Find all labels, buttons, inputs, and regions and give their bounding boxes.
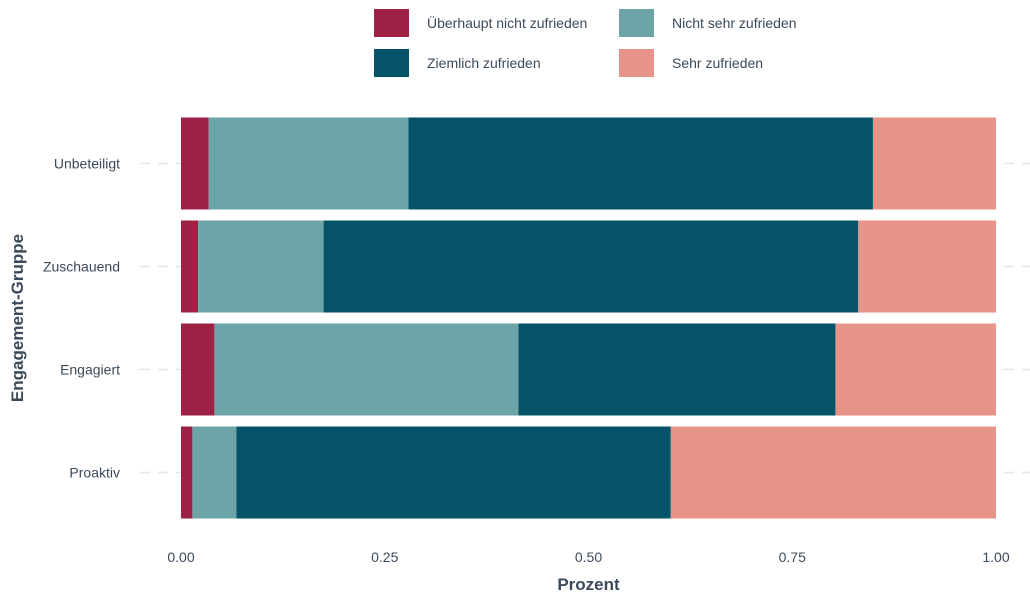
bar-segment bbox=[518, 323, 836, 416]
legend-label: Ziemlich zufrieden bbox=[427, 55, 541, 71]
x-tick-labels: 0.00 0.25 0.50 0.75 1.00 bbox=[167, 549, 1009, 565]
bar-segment bbox=[858, 220, 996, 313]
legend-swatch bbox=[619, 9, 654, 37]
y-tick-label: Engagiert bbox=[60, 362, 120, 378]
bar-segment bbox=[835, 323, 996, 416]
x-tick-label: 0.50 bbox=[575, 549, 602, 565]
bar-segment bbox=[323, 220, 859, 313]
y-tick-labels: Unbeteiligt Zuschauend Engagiert Proaktiv bbox=[43, 156, 120, 481]
legend-swatch bbox=[619, 49, 654, 77]
grid-layer bbox=[140, 162, 1030, 474]
y-tick-label: Unbeteiligt bbox=[54, 156, 120, 172]
bar-segment bbox=[181, 426, 193, 519]
x-axis-title: Prozent bbox=[557, 575, 620, 593]
bar-segment bbox=[670, 426, 996, 519]
bar-segment bbox=[198, 220, 324, 313]
legend-label: Nicht sehr zufrieden bbox=[672, 15, 797, 31]
bar-segment bbox=[872, 117, 996, 210]
bar-segment bbox=[214, 323, 519, 416]
bar-segment bbox=[181, 220, 199, 313]
bar-segment bbox=[181, 323, 215, 416]
y-tick-label: Zuschauend bbox=[43, 259, 120, 275]
y-axis-title: Engagement-Gruppe bbox=[8, 234, 27, 402]
x-tick-label: 0.75 bbox=[779, 549, 806, 565]
bars-layer bbox=[181, 117, 996, 519]
bar-segment bbox=[236, 426, 671, 519]
legend: Überhaupt nicht zufrieden Nicht sehr zufr… bbox=[374, 9, 797, 77]
x-tick-label: 1.00 bbox=[982, 549, 1009, 565]
legend-swatch bbox=[374, 9, 409, 37]
legend-label: Sehr zufrieden bbox=[672, 55, 763, 71]
bar-segment bbox=[408, 117, 873, 210]
legend-swatch bbox=[374, 49, 409, 77]
x-tick-label: 0.25 bbox=[371, 549, 398, 565]
y-tick-label: Proaktiv bbox=[69, 465, 120, 481]
bar-segment bbox=[208, 117, 409, 210]
bar-segment bbox=[181, 117, 209, 210]
legend-label: Überhaupt nicht zufrieden bbox=[427, 14, 587, 31]
x-tick-label: 0.00 bbox=[167, 549, 194, 565]
bar-segment bbox=[192, 426, 237, 519]
